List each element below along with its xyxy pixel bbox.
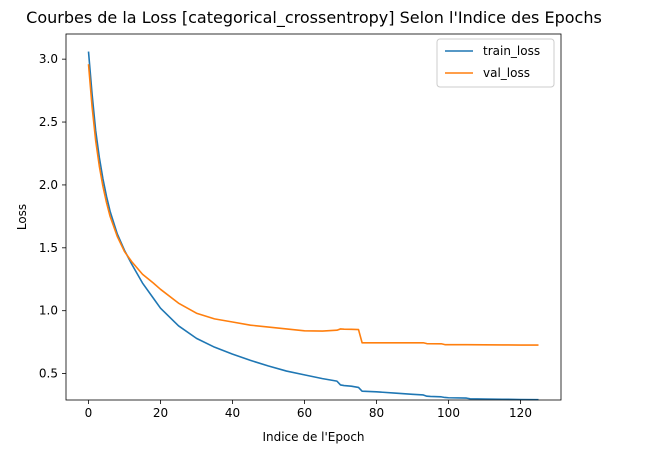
series-line-train_loss [87, 51, 539, 401]
y-tick-label: 2.0 [39, 178, 58, 192]
y-axis-label: Loss [15, 204, 29, 230]
y-axis: 0.5 1.0 1.5 2.0 2.5 3.0 [39, 52, 66, 381]
y-tick-label: 1.0 [39, 304, 58, 318]
x-tick-label: 20 [153, 406, 168, 420]
legend: train_loss val_loss [436, 38, 555, 88]
x-tick-label: 60 [297, 406, 312, 420]
series-line-val_loss [87, 64, 539, 346]
y-tick-label: 0.5 [39, 367, 58, 381]
x-tick-label: 0 [85, 406, 93, 420]
x-axis-label: Indice de l'Epoch [262, 430, 364, 444]
legend-label-val_loss: val_loss [483, 66, 530, 80]
x-tick-label: 100 [437, 406, 460, 420]
chart-title: Courbes de la Loss [categorical_crossent… [26, 8, 602, 28]
x-axis: 0 20 40 60 80 100 120 [85, 400, 532, 420]
x-tick-label: 120 [509, 406, 532, 420]
x-tick-label: 40 [225, 406, 240, 420]
legend-label-train_loss: train_loss [483, 44, 540, 58]
y-tick-label: 2.5 [39, 115, 58, 129]
y-tick-label: 1.5 [39, 241, 58, 255]
plot-frame [65, 33, 562, 401]
y-tick-label: 3.0 [39, 52, 58, 66]
plot-area [66, 34, 561, 400]
x-tick-label: 80 [369, 406, 384, 420]
series-layer [87, 51, 539, 401]
